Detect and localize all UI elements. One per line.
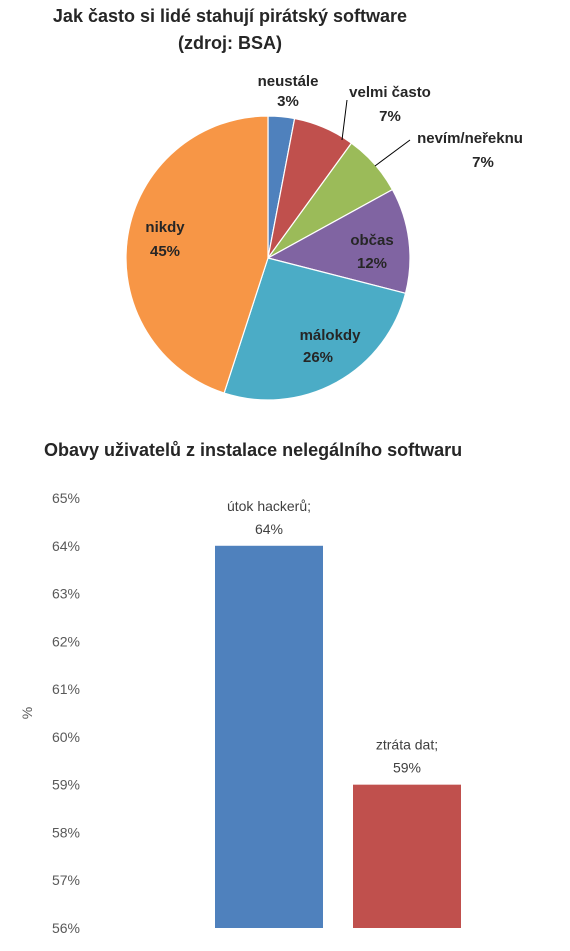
leader-line-nevim [374, 139, 411, 167]
pie-slice-label-1: velmi často [349, 84, 431, 101]
y-tick-5: 60% [52, 729, 80, 745]
bar-chart-title: Obavy uživatelů z instalace nelegálního … [44, 440, 463, 460]
pie-slice-label-4: málokdy [300, 327, 362, 344]
pie-slice-4 [223, 257, 407, 401]
y-tick-6: 59% [52, 777, 80, 793]
bar-value-label-1: 59% [393, 760, 421, 776]
y-axis-label: % [19, 707, 35, 719]
y-tick-2: 63% [52, 586, 80, 602]
y-tick-4: 61% [52, 681, 80, 697]
y-tick-1: 64% [52, 538, 80, 554]
pie-slice-value-1: 7% [379, 108, 401, 125]
bar-0 [215, 545, 323, 928]
pie-slice-label-5: nikdy [145, 219, 185, 236]
pie-slice-value-2: 7% [472, 154, 494, 171]
pie-slice-5 [125, 115, 269, 394]
y-tick-3: 62% [52, 633, 80, 649]
y-tick-7: 58% [52, 824, 80, 840]
pie-chart-title: Jak často si lidé stahují pirátský softw… [52, 6, 408, 26]
pie-chart-subtitle: (zdroj: BSA) [178, 33, 282, 53]
pie-slice-value-5: 45% [150, 243, 180, 260]
pie-slice-value-4: 26% [303, 349, 333, 366]
pie-slice-value-0: 3% [277, 93, 299, 110]
bar-value-label-0: 64% [255, 521, 283, 537]
pie-slice-3 [266, 188, 411, 295]
bar-1 [353, 784, 461, 928]
bar-category-label-0: útok hackerů; [227, 498, 311, 514]
pie-slice-value-3: 12% [357, 255, 387, 272]
y-tick-9: 56% [52, 920, 80, 936]
bar-category-label-1: ztráta dat; [376, 737, 438, 753]
pie-slice-label-0: neustále [258, 73, 319, 90]
y-tick-8: 57% [52, 872, 80, 888]
pie-slice-label-2: nevím/neřeknu [417, 130, 523, 147]
pie-slice-label-3: občas [350, 232, 393, 249]
y-tick-0: 65% [52, 490, 80, 506]
leader-line-velmi-casto [341, 99, 348, 141]
